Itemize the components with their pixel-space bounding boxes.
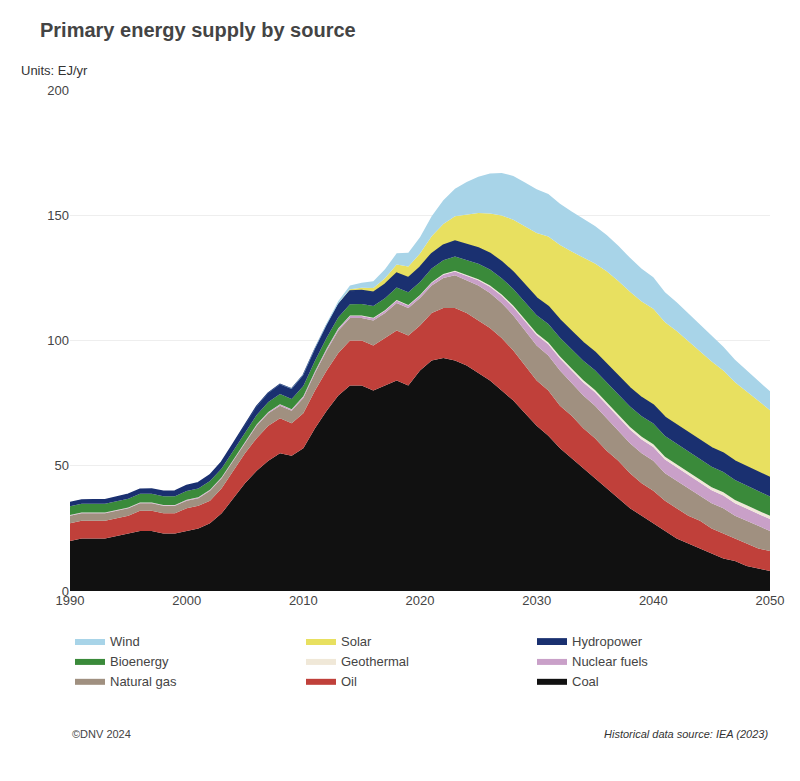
svg-text:50: 50 bbox=[55, 458, 69, 473]
svg-text:Nuclear fuels: Nuclear fuels bbox=[572, 654, 648, 669]
svg-text:Oil: Oil bbox=[341, 674, 357, 689]
svg-text:©DNV 2024: ©DNV 2024 bbox=[72, 728, 131, 740]
svg-text:Solar: Solar bbox=[341, 634, 372, 649]
svg-text:100: 100 bbox=[47, 333, 69, 348]
svg-text:150: 150 bbox=[47, 208, 69, 223]
svg-text:200: 200 bbox=[47, 83, 69, 98]
svg-text:Coal: Coal bbox=[572, 674, 599, 689]
svg-text:0: 0 bbox=[62, 584, 69, 599]
svg-text:2000: 2000 bbox=[172, 593, 201, 608]
svg-text:Natural gas: Natural gas bbox=[110, 674, 177, 689]
svg-text:2010: 2010 bbox=[289, 593, 318, 608]
svg-text:Geothermal: Geothermal bbox=[341, 654, 409, 669]
svg-text:Bioenergy: Bioenergy bbox=[110, 654, 169, 669]
svg-text:Historical data source: IEA (2: Historical data source: IEA (2023) bbox=[604, 728, 768, 740]
svg-text:1990: 1990 bbox=[56, 593, 85, 608]
svg-text:2050: 2050 bbox=[756, 593, 785, 608]
svg-text:Wind: Wind bbox=[110, 634, 140, 649]
svg-text:Primary energy supply by sourc: Primary energy supply by source bbox=[40, 19, 356, 41]
svg-text:Hydropower: Hydropower bbox=[572, 634, 643, 649]
svg-text:2040: 2040 bbox=[639, 593, 668, 608]
svg-text:Units: EJ/yr: Units: EJ/yr bbox=[21, 63, 88, 78]
svg-text:2020: 2020 bbox=[406, 593, 435, 608]
svg-text:2030: 2030 bbox=[522, 593, 551, 608]
